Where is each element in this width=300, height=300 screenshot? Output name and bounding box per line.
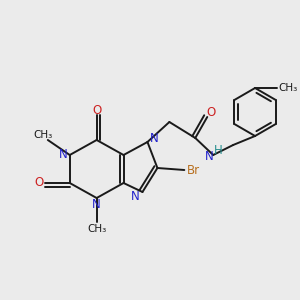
Text: N: N <box>150 131 159 145</box>
Text: CH₃: CH₃ <box>33 130 52 140</box>
Text: O: O <box>207 106 216 118</box>
Text: H: H <box>214 143 223 157</box>
Text: CH₃: CH₃ <box>278 83 298 93</box>
Text: O: O <box>34 176 44 190</box>
Text: O: O <box>92 103 101 116</box>
Text: N: N <box>131 190 140 202</box>
Text: Br: Br <box>187 164 200 176</box>
Text: CH₃: CH₃ <box>87 224 106 234</box>
Text: N: N <box>58 148 67 161</box>
Text: N: N <box>205 149 214 163</box>
Text: N: N <box>92 199 101 212</box>
